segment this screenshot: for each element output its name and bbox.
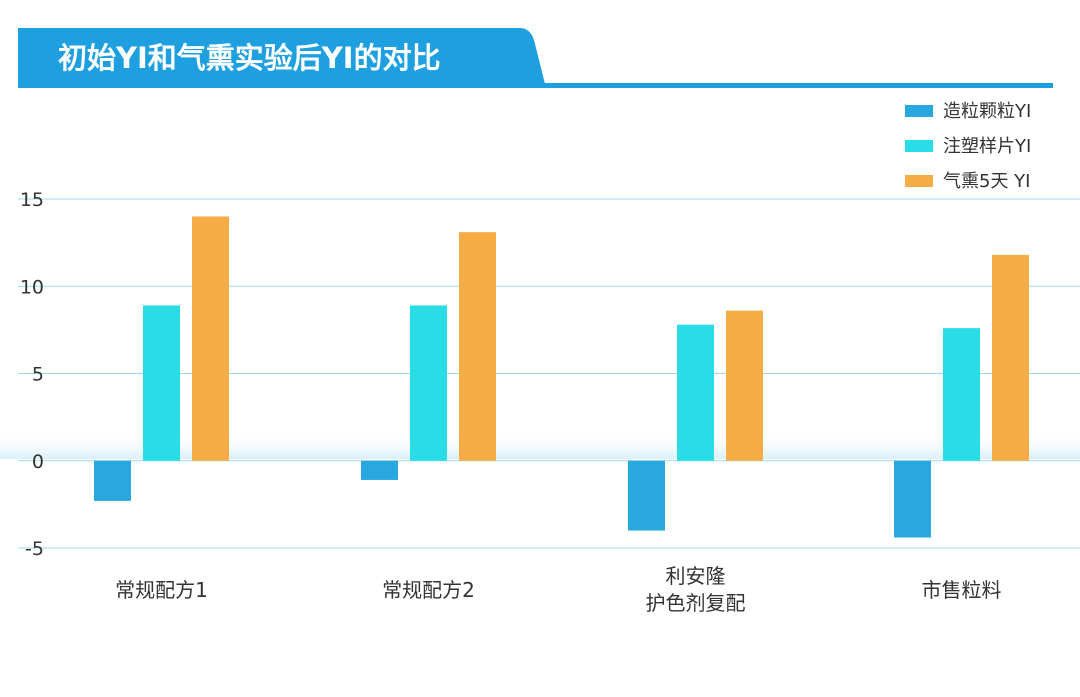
legend-swatch	[905, 105, 933, 117]
legend-label: 造粒颗粒YI	[943, 101, 1031, 122]
bar	[459, 232, 496, 461]
bar	[192, 216, 229, 461]
category-label: 护色剂复配	[646, 591, 746, 615]
legend-label: 气熏5天 YI	[943, 171, 1030, 192]
bar	[894, 460, 931, 538]
title-bar-shape	[18, 28, 545, 84]
y-tick-label: 0	[32, 451, 44, 473]
y-tick-label: 5	[32, 364, 44, 386]
legend-label: 注塑样片YI	[943, 136, 1031, 157]
category-label: 市售粒料	[922, 578, 1002, 602]
bars	[94, 216, 1029, 538]
legend: 造粒颗粒YI 注塑样片YI 气熏5天 YI	[905, 101, 1031, 192]
bar	[677, 324, 714, 461]
chart-title: 初始YI和气熏实验后YI的对比	[58, 41, 441, 75]
title-banner: 初始YI和气熏实验后YI的对比	[18, 28, 1053, 88]
legend-swatch	[905, 175, 933, 187]
bar	[992, 254, 1029, 461]
bar	[943, 328, 980, 461]
y-tick-label: 15	[20, 189, 44, 211]
category-label: 常规配方1	[115, 578, 208, 602]
y-tick-label: 10	[20, 276, 44, 298]
y-tick-label: -5	[25, 538, 44, 560]
bar	[628, 460, 665, 531]
bar	[361, 460, 398, 480]
bar	[410, 305, 447, 461]
legend-swatch	[905, 140, 933, 152]
title-underline	[18, 83, 1053, 88]
category-label: 常规配方2	[382, 578, 475, 602]
bar	[143, 305, 180, 461]
bar	[726, 310, 763, 461]
bar	[94, 460, 131, 501]
y-axis-ticks: 15 10 5 0 -5	[20, 189, 44, 560]
category-label: 利安隆	[666, 564, 726, 588]
